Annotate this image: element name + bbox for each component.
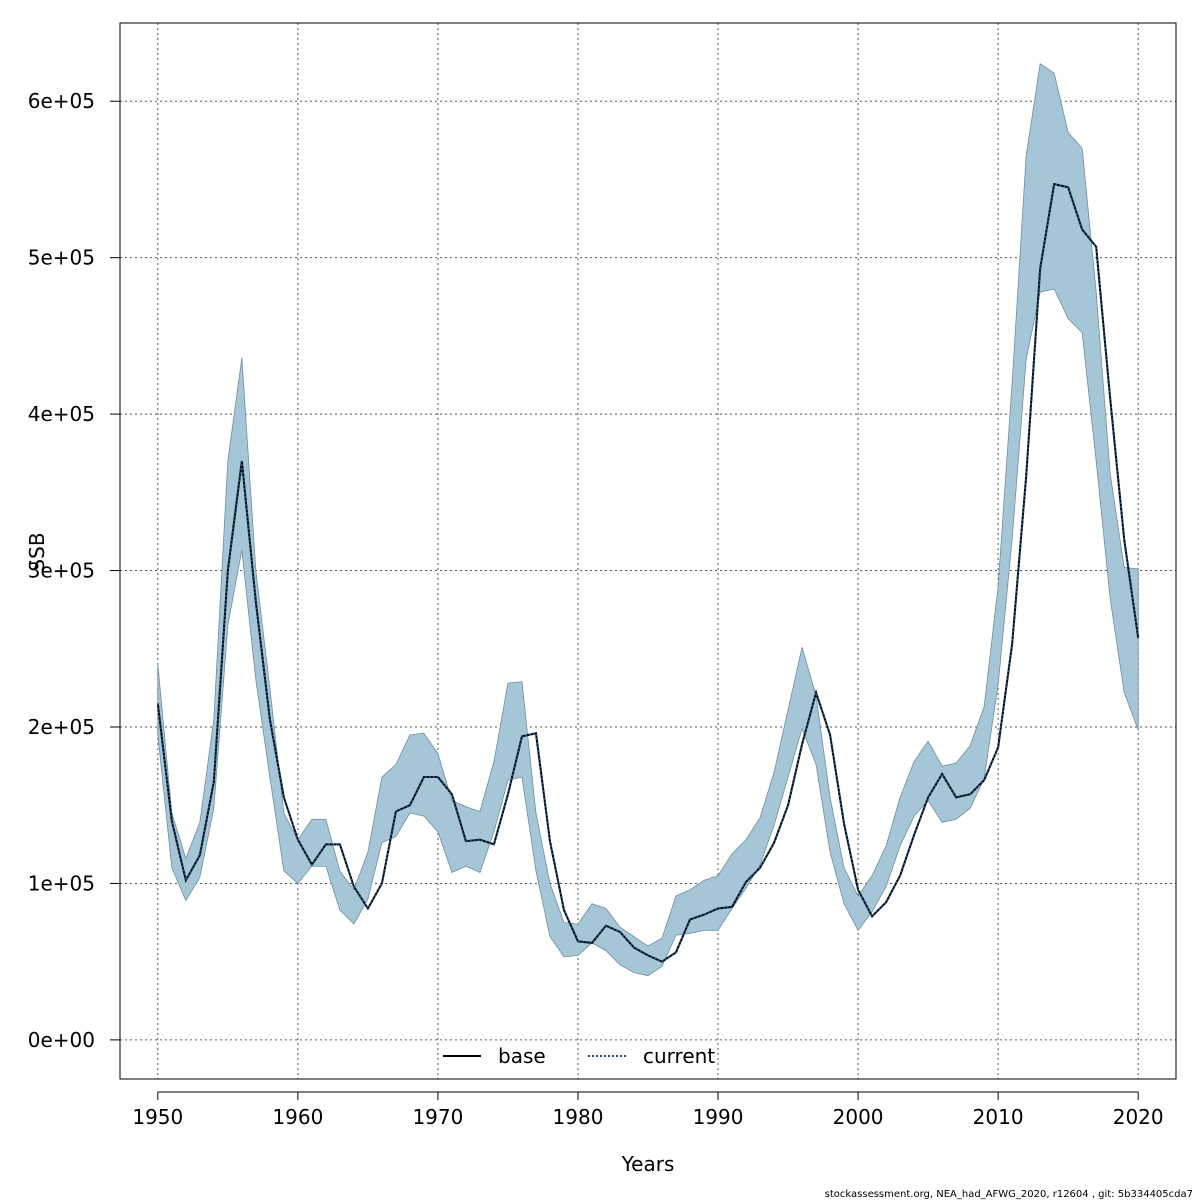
x-axis-title: Years (621, 1152, 675, 1176)
y-tick-label: 0e+00 (28, 1028, 95, 1052)
grid (120, 23, 1176, 1079)
y-tick-label: 3e+05 (28, 559, 95, 583)
plot-frame (119, 22, 1177, 1080)
x-tick-label: 1980 (553, 1105, 604, 1129)
x-tick-label: 1970 (412, 1105, 463, 1129)
confidence-band (157, 62, 1139, 977)
legend-current-label: current (643, 1044, 715, 1068)
legend-base-label: base (498, 1044, 546, 1068)
y-tick-label: 1e+05 (28, 871, 95, 895)
y-tick-label: 6e+05 (28, 89, 95, 113)
y-axis-title: SSB (25, 532, 49, 571)
y-tick-label: 4e+05 (28, 402, 95, 426)
y-tick-label: 5e+05 (28, 246, 95, 270)
x-axis: 1950 1960 1970 1980 1990 2000 2010 2020 (132, 1091, 1164, 1129)
x-tick-label: 2010 (973, 1105, 1024, 1129)
y-tick-label: 2e+05 (28, 715, 95, 739)
x-tick-label: 1990 (693, 1105, 744, 1129)
x-tick-label: 2020 (1113, 1105, 1164, 1129)
x-tick-label: 1960 (272, 1105, 323, 1129)
y-axis: 0e+00 1e+05 2e+05 3e+05 4e+05 5e+05 6e+05 (28, 89, 121, 1052)
legend: base current (443, 1044, 715, 1068)
confidence-band-group (157, 62, 1139, 977)
series-line-current (156, 182, 1140, 963)
x-tick-label: 1950 (132, 1105, 183, 1129)
x-tick-label: 2000 (833, 1105, 884, 1129)
footer-attribution: stockassessment.org, NEA_had_AFWG_2020, … (825, 1189, 1193, 1200)
series-lines (156, 182, 1140, 963)
